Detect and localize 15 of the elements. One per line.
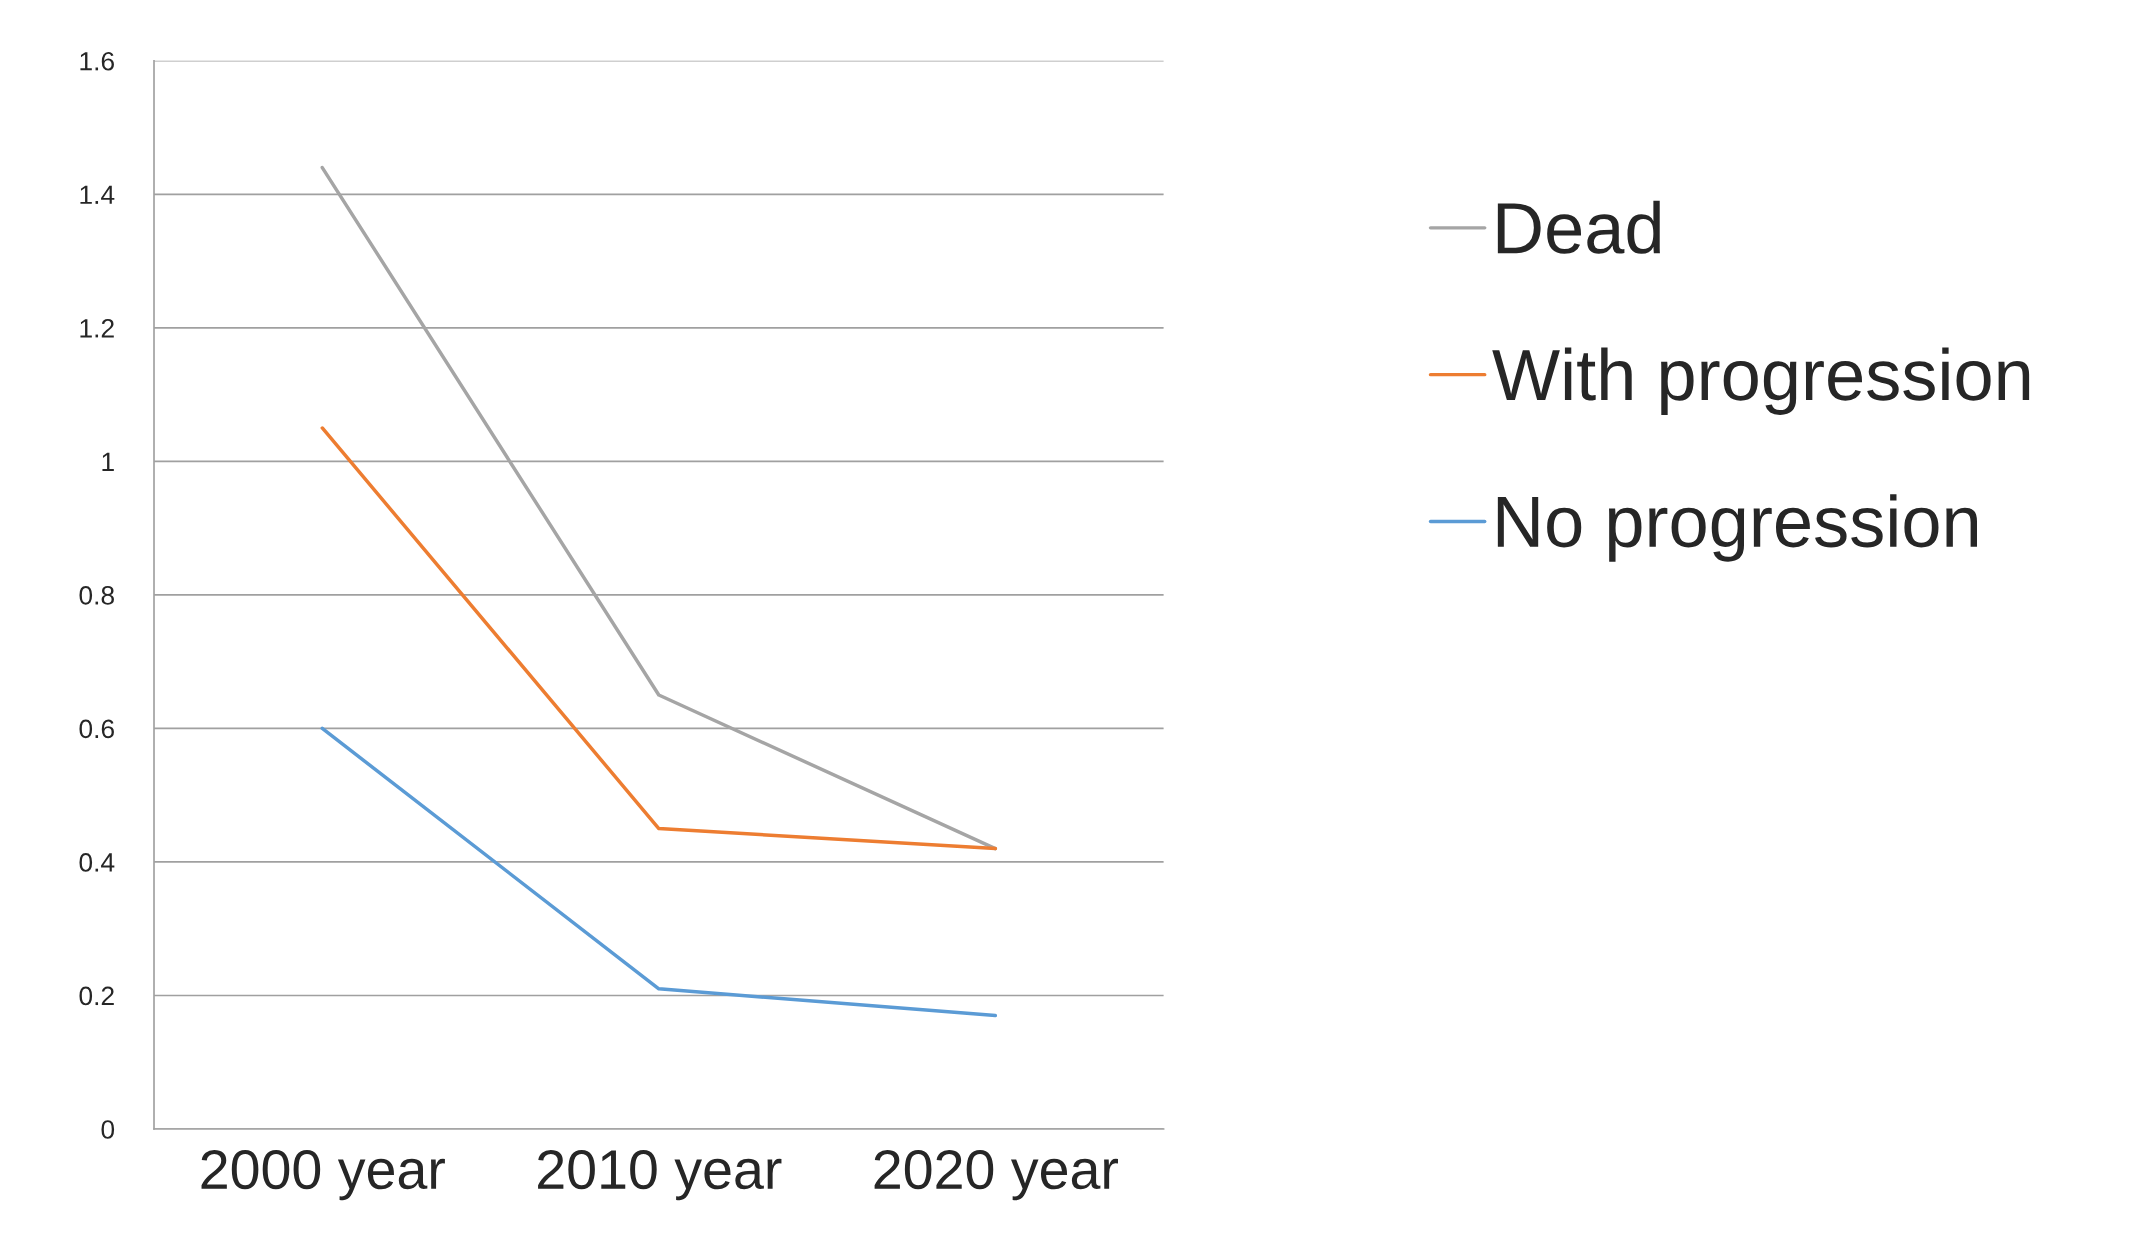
- y-tick-label: 0.4: [79, 853, 115, 872]
- y-tick-label: 1.6: [80, 51, 114, 71]
- legend-label: No progression: [1497, 494, 1977, 562]
- y-tick-label: 1.2: [80, 318, 114, 338]
- x-tick-label: 2020 year: [874, 1149, 1118, 1201]
- x-tick-label: 2000 year: [201, 1149, 445, 1201]
- legend-label: Dead: [1497, 200, 1660, 254]
- y-tick-label: 0: [101, 1120, 115, 1139]
- y-tick-label: 0.6: [79, 719, 114, 739]
- legend-label: With progression: [1492, 347, 2030, 415]
- y-tick-label: 1: [102, 452, 114, 471]
- y-tick-label: 0.2: [79, 986, 114, 1006]
- x-tick-label: 2010 year: [538, 1149, 782, 1201]
- y-tick-label: 0.8: [79, 586, 114, 605]
- y-tick-label: 1.4: [80, 185, 115, 204]
